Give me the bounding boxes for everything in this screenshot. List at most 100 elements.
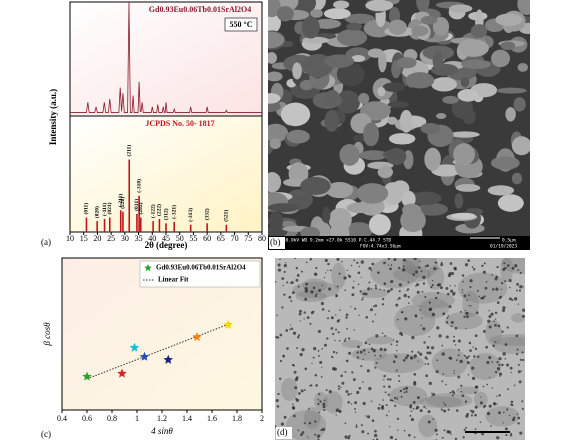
sem-grain [356, 183, 389, 204]
tem-cluster [425, 393, 473, 408]
point [139, 351, 150, 361]
tem-particle [513, 297, 518, 301]
tem-particle [468, 341, 472, 345]
tem-particle [290, 327, 294, 331]
tem-particle [398, 380, 401, 383]
tem-particle [407, 302, 410, 304]
tem-particle [359, 350, 363, 354]
tem-particle [462, 280, 464, 283]
tem-particle [347, 274, 350, 277]
tem-cluster [485, 406, 520, 427]
tem-particle [448, 305, 452, 309]
tem-particle [515, 334, 519, 338]
tem-particle [419, 409, 423, 413]
sem-grain [302, 36, 329, 44]
tem-particle [329, 269, 332, 272]
tem-particle [381, 332, 384, 335]
tem-particle [291, 281, 294, 284]
x-tick-label: 15 [80, 234, 88, 243]
tem-particle [465, 311, 469, 316]
tem-particle [364, 341, 368, 345]
tem-particle [470, 414, 473, 417]
tem-image [275, 258, 525, 440]
tem-particle [422, 282, 426, 285]
tem-particle [491, 288, 495, 291]
tem-particle [294, 258, 297, 260]
tem-particle [299, 320, 302, 322]
tem-particle [394, 355, 398, 359]
sem-date: 01/19/2023 [490, 244, 517, 250]
tem-particle [335, 352, 338, 354]
tem-particle [328, 287, 332, 291]
hkl-label: (021) [106, 202, 113, 214]
tem-particle [391, 399, 394, 402]
tem-particle [403, 293, 407, 298]
tem-particle [485, 281, 488, 283]
tem-particle [422, 327, 426, 331]
tem-particle [314, 294, 317, 298]
tem-particle [441, 344, 444, 347]
sem-grain [411, 25, 429, 37]
tem-particle [474, 428, 477, 430]
tem-particle [348, 434, 351, 438]
tem-particle [381, 404, 384, 408]
tem-particle [354, 411, 357, 413]
tem-particle [488, 356, 492, 360]
tem-particle [415, 285, 417, 287]
tem-particle [279, 258, 281, 261]
x-tick-label: 0.4 [57, 414, 67, 423]
tem-particle [435, 433, 438, 436]
sem-grain [432, 17, 450, 36]
tem-particle [428, 301, 431, 304]
tem-particle [488, 309, 490, 312]
tem-particle [283, 270, 286, 273]
tem-particle [360, 276, 362, 278]
sem-grain [345, 222, 373, 240]
tem-particle [351, 286, 355, 289]
tem-particle [285, 262, 287, 264]
legend-marker [144, 264, 152, 272]
tem-particle [335, 408, 340, 412]
hkl-label: (220) [119, 197, 126, 209]
x-tick-label: 80 [258, 234, 266, 243]
tem-particle [390, 288, 393, 291]
tem-particle [424, 265, 427, 268]
tem-cluster [280, 377, 298, 402]
tem-particle [368, 266, 372, 270]
tem-particle [415, 270, 418, 274]
tem-particle [421, 317, 423, 319]
tem-particle [494, 370, 498, 374]
tem-particle [338, 339, 341, 342]
tem-particle [291, 405, 296, 410]
tem-particle [298, 392, 301, 395]
tem-particle [436, 359, 439, 362]
tem-particle [394, 396, 397, 400]
tem-particle [409, 356, 414, 360]
tem-particle [454, 344, 457, 346]
tem-particle [416, 396, 420, 400]
tem-particle [469, 285, 472, 289]
sem-grain [455, 183, 481, 192]
tem-particle [453, 372, 455, 374]
sem-grain [505, 107, 516, 122]
tem-particle [503, 411, 505, 414]
tem-particle [402, 268, 406, 272]
sem-grain [449, 131, 480, 138]
tem-particle [304, 286, 308, 291]
tem-particle [328, 310, 330, 312]
tem-particle [374, 284, 377, 287]
tem-particle [372, 305, 375, 308]
tem-particle [504, 357, 507, 360]
tem-particle [392, 339, 395, 341]
tem-particle [518, 289, 522, 292]
point [192, 332, 202, 342]
sem-grain [511, 172, 523, 185]
tem-particle [399, 331, 403, 336]
tem-particle [330, 316, 334, 320]
tem-particle [396, 417, 400, 421]
tem-particle [419, 309, 422, 311]
tem-particle [449, 284, 451, 287]
sem-grain [417, 202, 448, 216]
tem-particle [511, 298, 514, 301]
tem-particle [517, 303, 520, 305]
